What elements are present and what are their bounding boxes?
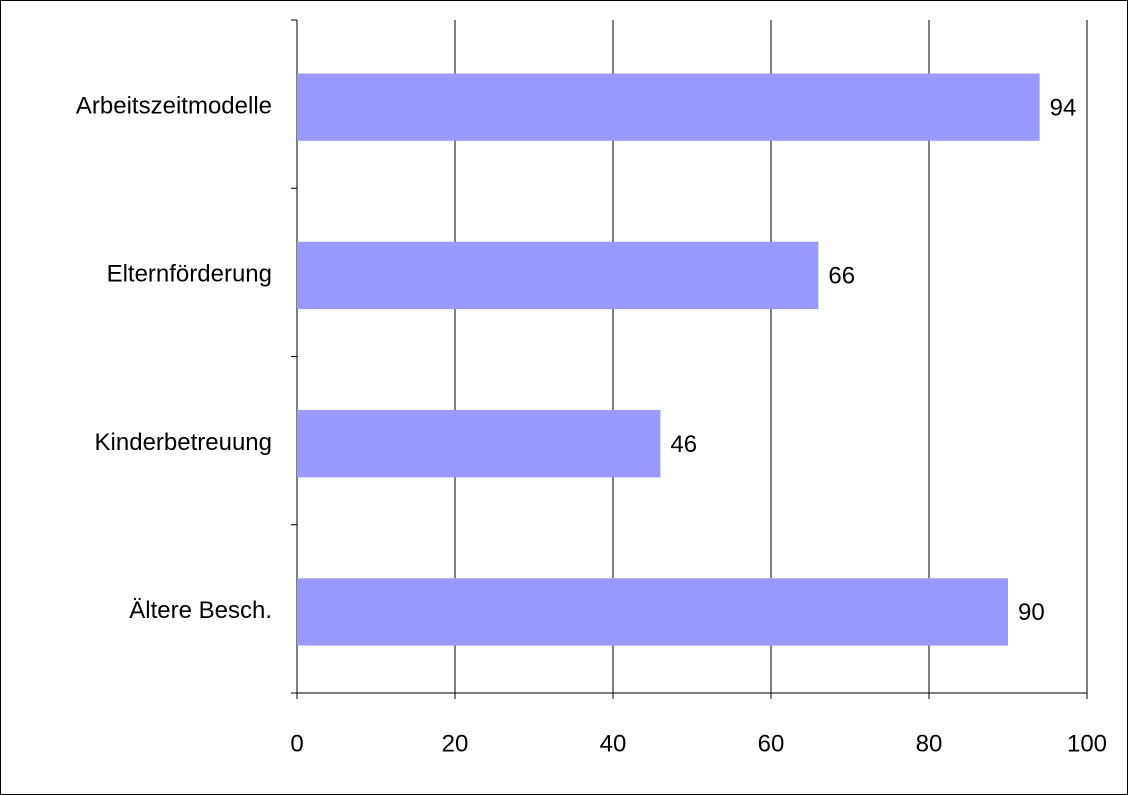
x-tick-label: 60 <box>758 730 785 757</box>
value-label: 46 <box>670 431 697 458</box>
x-tick-label: 40 <box>600 730 627 757</box>
y-tick-label: Kinderbetreuung <box>95 429 272 456</box>
value-label: 66 <box>828 263 855 290</box>
bar <box>297 73 1040 141</box>
bar <box>297 409 661 478</box>
bar <box>297 578 1008 646</box>
y-tick-label: Arbeitszeitmodelle <box>76 92 272 119</box>
value-label: 94 <box>1050 94 1077 121</box>
x-tick-label: 100 <box>1067 730 1107 757</box>
value-label: 90 <box>1018 599 1045 626</box>
y-tick-label: Elternförderung <box>107 261 272 288</box>
y-tick-label: Ältere Besch. <box>129 597 272 624</box>
bar <box>297 241 819 310</box>
x-tick-label: 80 <box>916 730 943 757</box>
x-tick-label: 0 <box>290 730 303 757</box>
x-tick-label: 20 <box>442 730 469 757</box>
